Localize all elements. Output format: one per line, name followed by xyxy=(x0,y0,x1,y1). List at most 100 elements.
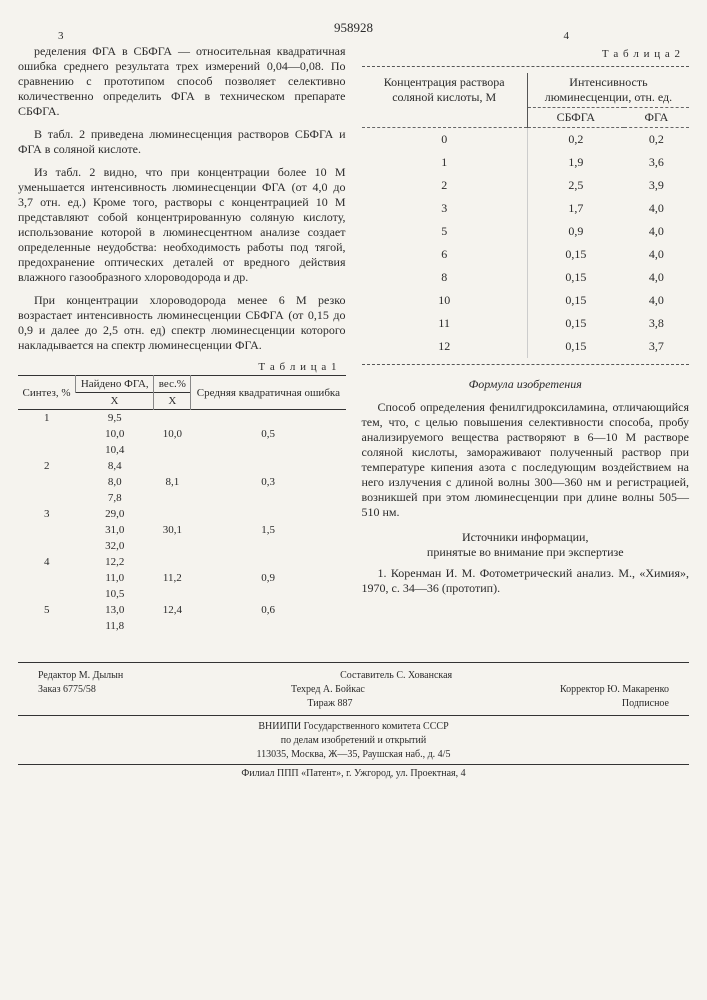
para-3: Из табл. 2 видно, что при концентрации б… xyxy=(18,165,346,285)
table-cell xyxy=(154,458,191,474)
table-1: Синтез, % Найдено ФГА, вес.% Средняя ква… xyxy=(18,375,346,634)
table-cell: 3 xyxy=(18,506,76,522)
table-cell: 12 xyxy=(362,335,528,358)
t2-h1: Концентрация раствора соляной кислоты, М xyxy=(362,73,528,128)
table-cell: 11,2 xyxy=(154,570,191,586)
table-cell: 10,5 xyxy=(76,586,154,602)
table-cell: 3 xyxy=(362,197,528,220)
table-cell: 0,3 xyxy=(191,474,346,490)
table-cell: 1 xyxy=(362,151,528,174)
t1-sub-x2: X xyxy=(154,393,191,410)
table-cell xyxy=(191,506,346,522)
table-cell: 11,8 xyxy=(76,618,154,634)
table-cell xyxy=(191,538,346,554)
table-cell: 0,15 xyxy=(527,243,623,266)
table-cell xyxy=(18,570,76,586)
refs-title: Источники информации, принятые во вниман… xyxy=(362,530,690,560)
footer-org1: ВНИИПИ Государственного комитета СССР xyxy=(18,720,689,734)
ref-1: 1. Коренман И. М. Фотометрический анализ… xyxy=(362,566,690,596)
para-1: ределения ФГА в СБФГА — относительная кв… xyxy=(18,44,346,119)
table-cell xyxy=(18,586,76,602)
table-cell: 6 xyxy=(362,243,528,266)
formula-title: Формула изобретения xyxy=(362,377,690,392)
table-cell xyxy=(154,586,191,602)
footer-compiler: Составитель С. Хованская xyxy=(340,669,452,683)
footer-editor: Редактор М. Дылын xyxy=(38,669,123,683)
table-cell: 30,1 xyxy=(154,522,191,538)
table-cell: 8 xyxy=(362,266,528,289)
table-cell xyxy=(18,474,76,490)
table-2: Концентрация раствора соляной кислоты, М… xyxy=(362,73,690,358)
t1-h4: Средняя квадратичная ошибка xyxy=(191,376,346,410)
table-cell: 10 xyxy=(362,289,528,312)
formula-text: Способ определения фенилгидроксиламина, … xyxy=(362,400,690,520)
table-cell xyxy=(154,618,191,634)
table-cell xyxy=(18,442,76,458)
footer-addr: 113035, Москва, Ж—35, Раушская наб., д. … xyxy=(18,748,689,762)
table-cell: 7,8 xyxy=(76,490,154,506)
table-cell xyxy=(154,538,191,554)
table-cell xyxy=(191,586,346,602)
t2-h2: Интенсивность люминесценции, отн. ед. xyxy=(527,73,689,108)
table-cell: 0,15 xyxy=(527,289,623,312)
table-cell: 12,2 xyxy=(76,554,154,570)
table-cell xyxy=(191,458,346,474)
table-cell: 4 xyxy=(18,554,76,570)
table-cell: 0,2 xyxy=(624,128,689,152)
table-cell: 9,5 xyxy=(76,410,154,427)
two-column-layout: 3 ределения ФГА в СБФГА — относительная … xyxy=(18,44,689,634)
table-cell: 0,2 xyxy=(527,128,623,152)
footer-corrector: Корректор Ю. Макаренко xyxy=(560,683,669,697)
table-cell: 1,9 xyxy=(527,151,623,174)
table2-label: Т а б л и ц а 2 xyxy=(362,48,682,60)
table-cell xyxy=(18,490,76,506)
footer: Редактор М. Дылын Составитель С. Хованск… xyxy=(18,662,689,781)
table-cell xyxy=(18,618,76,634)
divider xyxy=(362,364,690,365)
table-cell: 1 xyxy=(18,410,76,427)
t1-sub-x1: X xyxy=(76,393,154,410)
footer-branch: Филиал ППП «Патент», г. Ужгород, ул. Про… xyxy=(18,764,689,781)
footer-order: Заказ 6775/58 xyxy=(38,683,96,697)
table-cell: 1,5 xyxy=(191,522,346,538)
table-cell xyxy=(191,410,346,427)
table-cell: 4,0 xyxy=(624,243,689,266)
col-num-right: 4 xyxy=(564,30,570,42)
footer-sign: Подписное xyxy=(622,697,669,711)
para-4: При концентрации хлороводорода менее 6 М… xyxy=(18,293,346,353)
doc-number: 958928 xyxy=(18,20,689,36)
t1-h3: вес.% xyxy=(154,376,191,393)
table-cell: 3,7 xyxy=(624,335,689,358)
table-cell: 4,0 xyxy=(624,289,689,312)
table-cell: 4,0 xyxy=(624,220,689,243)
table-cell: 2 xyxy=(362,174,528,197)
t1-h1: Синтез, % xyxy=(18,376,76,410)
table-cell: 10,4 xyxy=(76,442,154,458)
table-cell: 8,4 xyxy=(76,458,154,474)
table-cell xyxy=(154,490,191,506)
table-cell: 12,4 xyxy=(154,602,191,618)
table1-label: Т а б л и ц а 1 xyxy=(18,361,338,373)
col-num-left: 3 xyxy=(58,30,64,42)
table-cell: 0,5 xyxy=(191,426,346,442)
table-cell xyxy=(154,506,191,522)
table-cell xyxy=(154,554,191,570)
table-cell: 13,0 xyxy=(76,602,154,618)
table-cell xyxy=(191,490,346,506)
table-cell: 8,1 xyxy=(154,474,191,490)
table-cell: 31,0 xyxy=(76,522,154,538)
table-cell xyxy=(18,426,76,442)
table-cell xyxy=(191,554,346,570)
footer-tech: Техред А. Бойкас xyxy=(291,683,365,697)
t2-sub2: ФГА xyxy=(624,108,689,128)
table-cell: 0,9 xyxy=(191,570,346,586)
left-column: 3 ределения ФГА в СБФГА — относительная … xyxy=(18,44,346,634)
table-cell: 0,15 xyxy=(527,335,623,358)
table-cell: 0 xyxy=(362,128,528,152)
table-cell: 11,0 xyxy=(76,570,154,586)
table-cell: 4,0 xyxy=(624,266,689,289)
table-cell: 32,0 xyxy=(76,538,154,554)
footer-org2: по делам изобретений и открытий xyxy=(18,734,689,748)
table-cell: 0,15 xyxy=(527,312,623,335)
table-cell xyxy=(191,618,346,634)
